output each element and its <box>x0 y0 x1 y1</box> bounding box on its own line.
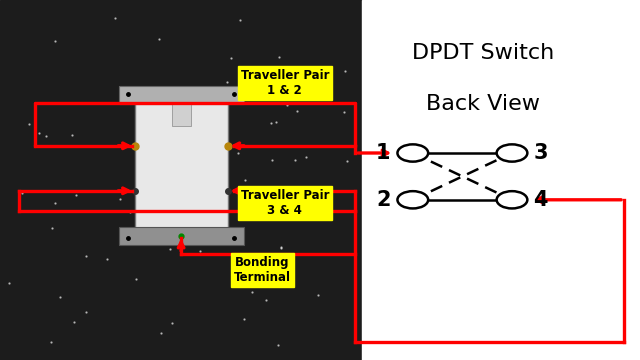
Bar <box>362 0 640 360</box>
Point <box>235 18 245 23</box>
Point <box>41 133 51 139</box>
Point <box>156 330 166 336</box>
Point <box>233 150 243 156</box>
Point <box>261 297 271 303</box>
Point <box>161 88 172 94</box>
Point <box>34 131 44 136</box>
Bar <box>0 0 362 360</box>
Point <box>154 187 164 193</box>
Text: 4: 4 <box>533 190 548 210</box>
Point <box>267 157 277 162</box>
Point <box>313 292 323 298</box>
Point <box>81 309 91 315</box>
Point <box>271 119 282 125</box>
Point <box>67 132 77 138</box>
Point <box>324 209 335 215</box>
Point <box>102 256 112 262</box>
Point <box>115 196 125 202</box>
Text: 1: 1 <box>376 143 390 163</box>
Bar <box>119 86 243 104</box>
Point <box>164 100 174 106</box>
Bar <box>172 104 191 126</box>
Circle shape <box>397 144 428 162</box>
Bar <box>119 227 243 245</box>
Point <box>247 289 257 294</box>
Point <box>221 79 232 85</box>
Point <box>339 109 349 115</box>
Point <box>292 108 302 114</box>
Point <box>158 199 168 205</box>
Point <box>239 316 250 322</box>
Point <box>50 38 60 44</box>
Text: 3: 3 <box>533 143 548 163</box>
Point <box>301 154 311 160</box>
Point <box>266 120 276 126</box>
Point <box>340 69 350 75</box>
Point <box>4 280 14 286</box>
Point <box>288 269 298 275</box>
Text: 2: 2 <box>376 190 390 210</box>
Point <box>273 342 283 348</box>
Point <box>244 86 255 91</box>
Point <box>200 101 210 107</box>
Text: Back View: Back View <box>426 94 540 114</box>
Point <box>239 177 250 183</box>
Point <box>71 192 81 198</box>
Point <box>110 15 120 21</box>
Point <box>69 319 79 325</box>
Point <box>290 157 300 163</box>
Point <box>226 55 236 61</box>
Text: DPDT Switch: DPDT Switch <box>412 43 554 63</box>
Circle shape <box>497 144 527 162</box>
Point <box>81 253 91 258</box>
Point <box>131 218 141 224</box>
Point <box>125 210 135 215</box>
Circle shape <box>397 191 428 208</box>
Point <box>195 248 205 254</box>
Point <box>131 276 141 282</box>
Point <box>47 225 57 231</box>
Point <box>24 121 34 127</box>
Point <box>342 159 352 165</box>
Point <box>273 54 284 60</box>
Point <box>50 201 60 206</box>
Point <box>282 102 292 108</box>
Bar <box>134 101 227 230</box>
Text: Traveller Pair
1 & 2: Traveller Pair 1 & 2 <box>241 69 329 97</box>
Point <box>46 339 56 345</box>
Point <box>136 195 147 201</box>
Circle shape <box>497 191 527 208</box>
Text: Bonding
Terminal: Bonding Terminal <box>234 256 291 284</box>
Point <box>275 245 285 251</box>
Point <box>167 320 177 325</box>
Point <box>17 190 27 196</box>
Point <box>154 36 164 42</box>
Point <box>246 258 256 264</box>
Point <box>55 294 65 300</box>
Point <box>276 244 286 250</box>
Text: Traveller Pair
3 & 4: Traveller Pair 3 & 4 <box>241 189 329 217</box>
Point <box>165 246 175 252</box>
Point <box>292 81 302 86</box>
